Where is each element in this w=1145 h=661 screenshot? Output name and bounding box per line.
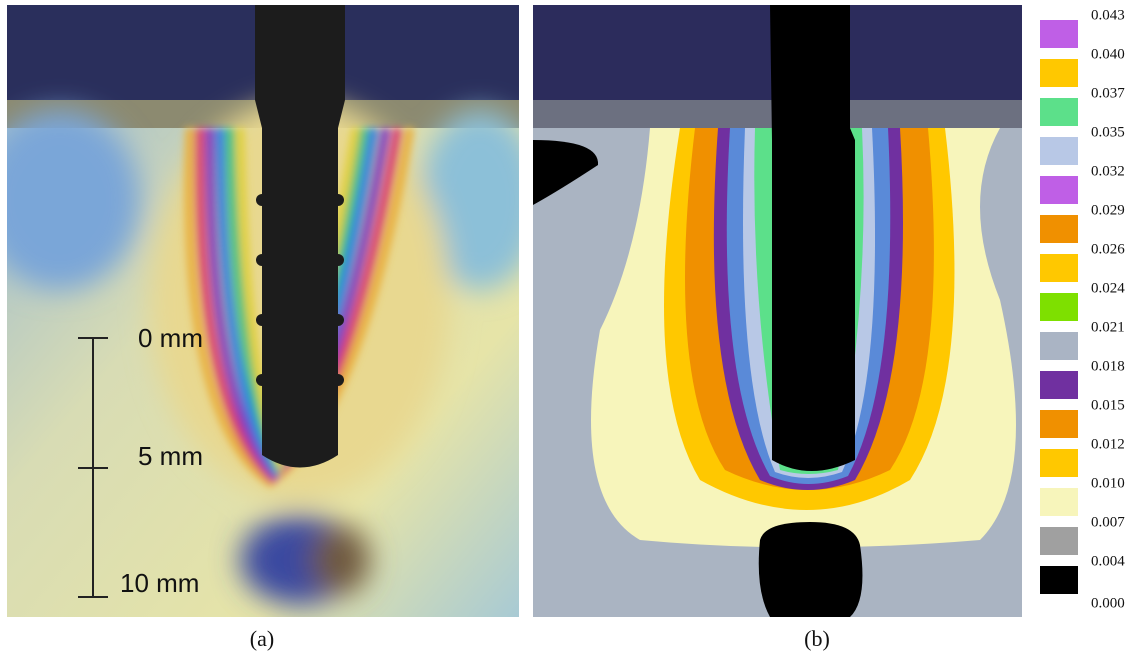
legend-swatch — [1040, 527, 1078, 555]
scale-label: 0 mm — [138, 323, 203, 353]
legend-label: 0.018 — [1091, 358, 1125, 374]
legend-swatch — [1040, 59, 1078, 87]
legend-swatch — [1040, 410, 1078, 438]
legend-label: 0.043 — [1091, 7, 1125, 23]
legend-swatch — [1040, 20, 1078, 48]
legend-label: 0.032 — [1091, 163, 1125, 179]
legend-swatch — [1040, 371, 1078, 399]
panel-a-image: 0 mm 5 mm 10 mm — [0, 5, 540, 617]
panel-b-image — [533, 5, 1022, 617]
legend-label: 0.026 — [1091, 241, 1125, 257]
legend: 0.043 0.040 0.037 0.035 0.032 0.029 0.026 0.024… — [1040, 7, 1125, 611]
legend-label: 0.021 — [1091, 319, 1125, 335]
legend-label: 0.037 — [1091, 85, 1125, 101]
legend-swatch — [1040, 98, 1078, 126]
legend-swatch — [1040, 215, 1078, 243]
scale-label: 10 mm — [120, 568, 199, 598]
legend-swatch — [1040, 332, 1078, 360]
legend-label: 0.029 — [1091, 202, 1125, 218]
legend-swatch — [1040, 137, 1078, 165]
legend-label: 0.012 — [1091, 436, 1125, 452]
panel-caption: (b) — [804, 626, 830, 651]
legend-label: 0.007 — [1091, 514, 1125, 530]
legend-label: 0.015 — [1091, 397, 1125, 413]
legend-label: 0.004 — [1091, 553, 1125, 569]
legend-label: 0.024 — [1091, 280, 1125, 296]
legend-swatch — [1040, 293, 1078, 321]
figure: 0 mm 5 mm 10 mm (a) (b) 0.0430.0400.0370… — [0, 0, 1145, 661]
legend-swatch — [1040, 176, 1078, 204]
panel-caption: (a) — [250, 626, 274, 651]
legend-swatch — [1040, 488, 1078, 516]
legend-swatch — [1040, 449, 1078, 477]
scale-label: 5 mm — [138, 441, 203, 471]
legend-label: 0.000 — [1091, 595, 1125, 611]
legend-swatch — [1040, 566, 1078, 594]
legend-label: 0.040 — [1091, 46, 1125, 62]
legend-label: 0.035 — [1091, 124, 1125, 140]
legend-label: 0.010 — [1091, 475, 1125, 491]
legend-swatch — [1040, 254, 1078, 282]
